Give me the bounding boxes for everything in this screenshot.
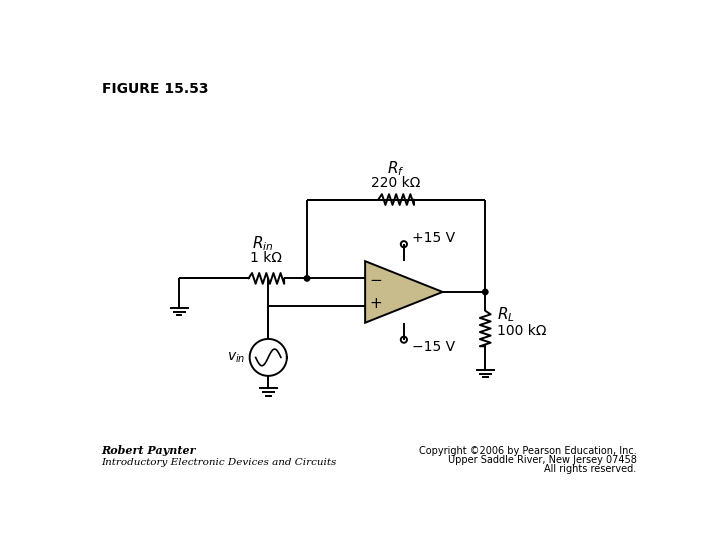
- Text: 220 kΩ: 220 kΩ: [372, 176, 420, 190]
- Text: −: −: [369, 273, 382, 288]
- Polygon shape: [365, 261, 443, 323]
- Text: $R_f$: $R_f$: [387, 159, 405, 178]
- Circle shape: [305, 276, 310, 281]
- Text: 1 kΩ: 1 kΩ: [251, 251, 282, 265]
- Text: −15 V: −15 V: [412, 340, 455, 354]
- Text: +: +: [369, 296, 382, 312]
- Text: Upper Saddle River, New Jersey 07458: Upper Saddle River, New Jersey 07458: [448, 455, 636, 465]
- Text: 100 kΩ: 100 kΩ: [497, 324, 546, 338]
- Text: Introductory Electronic Devices and Circuits: Introductory Electronic Devices and Circ…: [102, 458, 337, 467]
- Text: +15 V: +15 V: [412, 231, 455, 245]
- Circle shape: [482, 289, 488, 295]
- Text: FIGURE 15.53: FIGURE 15.53: [102, 82, 208, 96]
- Text: Robert Paynter: Robert Paynter: [102, 445, 196, 456]
- Text: All rights reserved.: All rights reserved.: [544, 464, 636, 475]
- Text: $R_L$: $R_L$: [497, 305, 515, 324]
- Text: Copyright ©2006 by Pearson Education, Inc.: Copyright ©2006 by Pearson Education, In…: [418, 446, 636, 456]
- Text: $R_{in}$: $R_{in}$: [252, 234, 273, 253]
- Text: $v_{in}$: $v_{in}$: [227, 350, 245, 365]
